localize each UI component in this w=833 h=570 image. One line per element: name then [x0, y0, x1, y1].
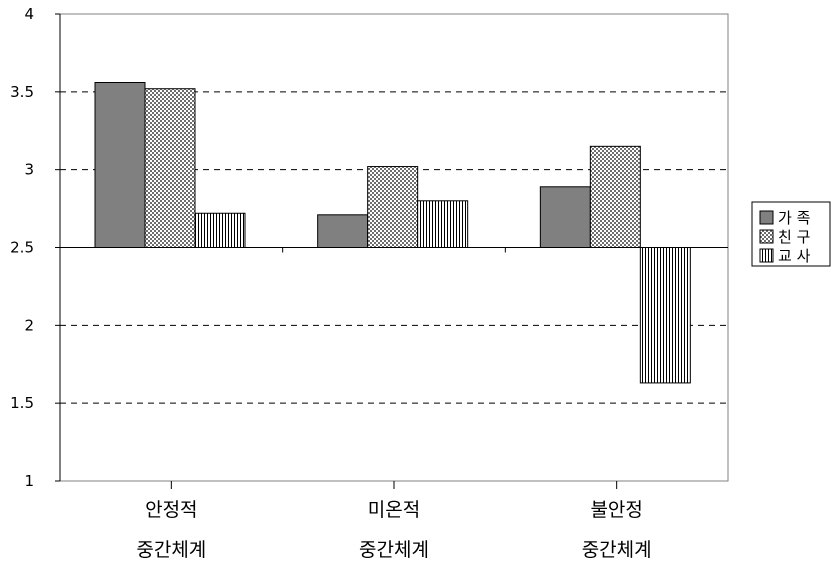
y-tick-label: 3 — [24, 161, 34, 179]
legend-label: 친 구 — [778, 228, 810, 246]
bar — [639, 247, 691, 384]
bar — [589, 145, 641, 248]
legend-label: 가 족 — [778, 209, 811, 227]
bar — [539, 186, 591, 248]
category-label: 안정적 — [145, 499, 197, 521]
y-tick-label: 4 — [24, 5, 34, 23]
legend-swatch — [759, 210, 774, 225]
legend-label: 교 사 — [778, 247, 811, 265]
y-tick-label: 2 — [24, 316, 34, 334]
category-label: 미온적 — [368, 499, 420, 521]
category-label: 중간체계 — [136, 539, 206, 561]
category-label: 중간체계 — [582, 539, 652, 561]
bar — [317, 214, 369, 248]
legend-swatch — [759, 248, 774, 263]
bar — [194, 212, 246, 248]
y-axis: 1 1.5 2 2.5 3 3.5 4 — [10, 5, 61, 490]
bar — [367, 166, 419, 248]
y-tick-label: 3.5 — [10, 83, 34, 101]
bar — [144, 88, 196, 248]
bar — [94, 81, 146, 248]
y-tick-label: 2.5 — [10, 239, 34, 257]
category-label: 불안정 — [590, 499, 642, 521]
y-tick-label: 1.5 — [10, 394, 34, 412]
legend-swatch — [759, 229, 774, 244]
y-tick-label: 1 — [24, 472, 34, 490]
bar — [417, 200, 469, 249]
bars — [94, 81, 691, 384]
legend: 가 족친 구교 사 — [751, 201, 831, 267]
category-label: 중간체계 — [359, 539, 429, 561]
